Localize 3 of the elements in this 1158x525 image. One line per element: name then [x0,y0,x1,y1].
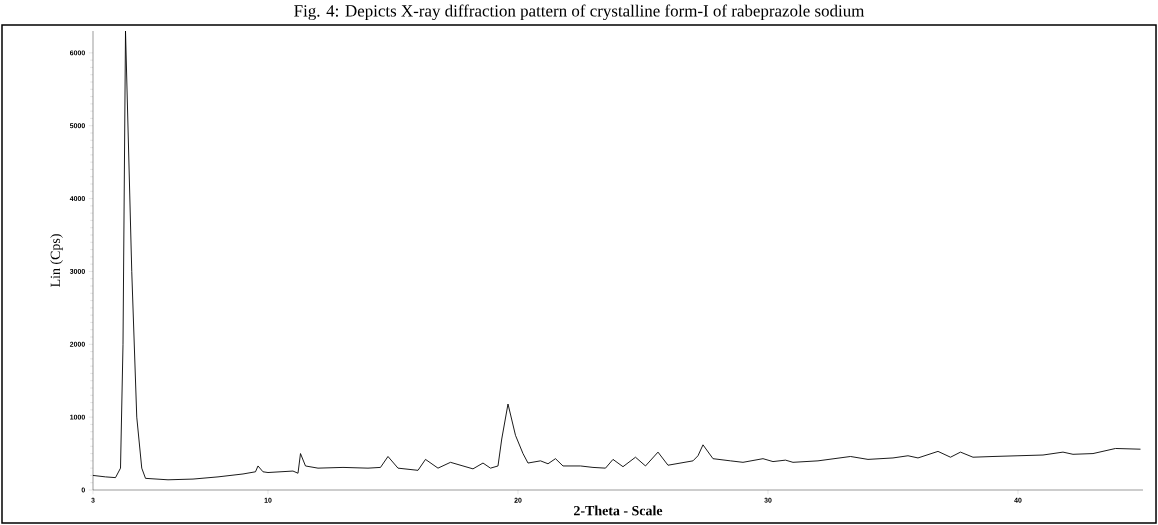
x-axis-title: 2-Theta - Scale [574,505,663,516]
y-axis-title: Lin (Cps) [50,234,63,288]
chart-title: Fig. 4: Depicts X-ray diffraction pattern of crystalline form-I of rabeprazole sodium [294,4,865,21]
